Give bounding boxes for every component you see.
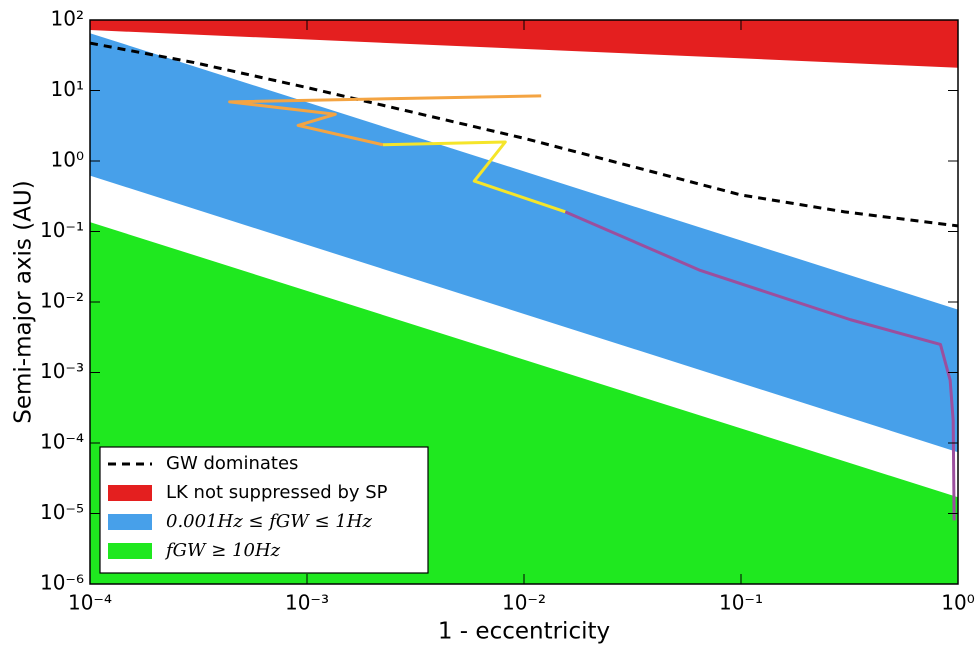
legend-swatch — [108, 514, 152, 530]
x-tick-label: 10⁻² — [502, 591, 546, 615]
x-axis-label: 1 - eccentricity — [438, 619, 610, 645]
trajectory-line — [382, 140, 566, 214]
x-tick-label: 10⁻¹ — [719, 591, 763, 615]
band — [90, 33, 958, 453]
legend-swatch — [108, 543, 152, 559]
y-tick-label: 10¹ — [51, 77, 84, 101]
y-axis-label: Semi-major axis (AU) — [11, 180, 37, 423]
legend-label: fGW ≥ 10Hz — [164, 540, 281, 561]
y-tick-label: 10⁰ — [51, 148, 84, 172]
x-tick-label: 10⁻⁴ — [68, 591, 112, 615]
dashed-line — [90, 41, 958, 228]
y-tick-label: 10⁻⁵ — [40, 500, 84, 524]
x-tick-label: 10⁰ — [941, 591, 974, 615]
y-tick-label: 10⁻⁴ — [40, 430, 84, 454]
y-tick-label: 10² — [51, 7, 84, 31]
y-tick-label: 10⁻³ — [40, 359, 84, 383]
y-tick-label: 10⁻² — [40, 289, 84, 313]
legend-label: LK not suppressed by SP — [166, 482, 388, 503]
legend-label: GW dominates — [166, 453, 298, 474]
y-tick-label: 10⁻¹ — [40, 218, 84, 242]
x-tick-label: 10⁻³ — [285, 591, 329, 615]
legend-swatch — [108, 485, 152, 501]
trajectory-line — [564, 210, 956, 521]
legend-box — [99, 446, 429, 574]
band — [90, 20, 958, 68]
legend-label: 0.001Hz ≤ fGW ≤ 1Hz — [166, 511, 372, 532]
trajectory-line — [228, 94, 542, 147]
y-tick-label: 10⁻⁶ — [40, 571, 84, 595]
